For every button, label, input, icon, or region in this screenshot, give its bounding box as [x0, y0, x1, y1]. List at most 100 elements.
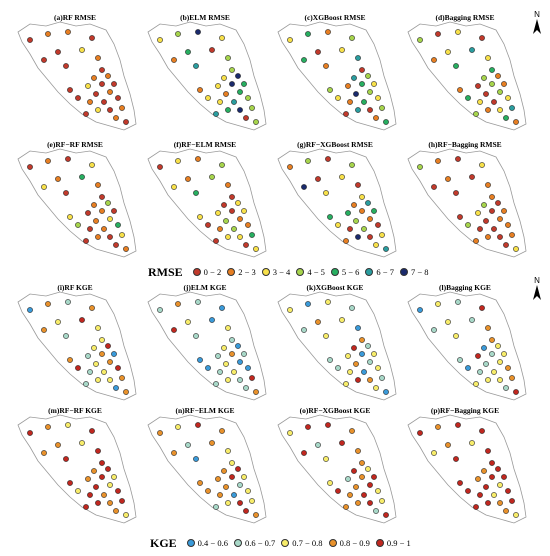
legend-swatch: [296, 268, 305, 276]
legend-label: 0 − 2: [203, 267, 222, 277]
station-marker: [119, 375, 125, 381]
station-marker: [27, 430, 33, 436]
station-marker: [101, 492, 107, 498]
station-marker: [85, 83, 91, 89]
station-marker: [215, 83, 221, 89]
map-panel-bagging-rmse: (d)Bagging RMSE: [400, 13, 530, 134]
map-svg: [17, 414, 137, 524]
station-marker: [475, 353, 481, 359]
station-marker: [115, 488, 121, 494]
region-outline: [17, 148, 137, 258]
station-marker: [89, 162, 95, 168]
station-marker: [225, 377, 231, 383]
station-marker: [355, 182, 361, 188]
station-marker: [237, 377, 243, 383]
panel-title: (p)RF−Bagging KGE: [430, 406, 500, 415]
station-marker: [343, 238, 349, 244]
station-marker: [349, 162, 355, 168]
station-marker: [225, 107, 231, 113]
station-marker: [497, 359, 503, 365]
station-marker: [95, 182, 101, 188]
station-marker: [347, 99, 353, 105]
station-marker: [89, 428, 95, 434]
region-outline: [277, 21, 397, 131]
region-outline: [147, 291, 267, 401]
station-marker: [375, 365, 381, 371]
station-marker: [229, 460, 235, 466]
station-marker: [355, 107, 361, 113]
station-marker: [353, 91, 359, 97]
rmse-legend: RMSE 0 − 2 2 − 3 3 − 4 4 − 5 5 − 6 6 − 7…: [148, 264, 435, 280]
panel-title: (h)RF−Bagging RMSE: [428, 140, 502, 149]
station-marker: [63, 190, 69, 196]
station-marker: [213, 504, 219, 510]
station-marker: [505, 365, 511, 371]
station-marker: [115, 365, 121, 371]
station-marker: [229, 337, 235, 343]
station-marker: [195, 29, 201, 35]
station-marker: [445, 319, 451, 325]
station-marker: [243, 385, 249, 391]
station-marker: [45, 424, 51, 430]
station-marker: [237, 482, 243, 488]
station-marker: [197, 357, 203, 363]
station-marker: [101, 99, 107, 105]
legend-item: 3 − 4: [261, 267, 290, 277]
station-marker: [111, 81, 117, 87]
legend-label: 0.7 − 0.8: [292, 538, 323, 548]
station-marker: [301, 327, 307, 333]
station-marker: [83, 504, 89, 510]
station-marker: [453, 190, 459, 196]
station-marker: [345, 353, 351, 359]
station-marker: [223, 218, 229, 224]
region-outline: [407, 21, 527, 131]
station-marker: [373, 115, 379, 121]
station-marker: [473, 111, 479, 117]
station-marker: [213, 381, 219, 387]
station-marker: [243, 508, 249, 514]
station-marker: [489, 208, 495, 214]
legend-label: 0.6 − 0.7: [244, 538, 276, 548]
station-marker: [497, 234, 503, 240]
station-marker: [323, 333, 329, 339]
station-marker: [351, 75, 357, 81]
station-marker: [241, 208, 247, 214]
north-label: N: [534, 276, 540, 285]
station-marker: [107, 482, 113, 488]
station-marker: [219, 428, 225, 434]
map-panel-xgboost-kge: (k)XGBoost KGE: [270, 283, 400, 404]
legend-item: 0.4 − 0.6: [186, 538, 228, 548]
legend-item: 6 − 7: [365, 267, 394, 277]
station-marker: [355, 55, 361, 61]
station-marker: [45, 301, 51, 307]
station-marker: [105, 73, 111, 79]
legend-swatch: [281, 539, 290, 547]
station-marker: [495, 343, 501, 349]
station-marker: [193, 456, 199, 462]
region-outline: [407, 148, 527, 258]
station-marker: [375, 488, 381, 494]
station-marker: [485, 377, 491, 383]
map-svg: [147, 414, 267, 524]
station-marker: [465, 365, 471, 371]
station-marker: [115, 222, 121, 228]
station-marker: [205, 95, 211, 101]
station-marker: [481, 468, 487, 474]
legend-label: 4 − 5: [307, 267, 325, 277]
station-marker: [497, 500, 503, 506]
station-marker: [253, 246, 259, 252]
legend-swatch: [192, 268, 201, 276]
station-marker: [495, 200, 501, 206]
station-marker: [479, 305, 485, 311]
station-marker: [41, 184, 47, 190]
station-marker: [237, 359, 243, 365]
station-marker: [435, 301, 441, 307]
station-marker: [327, 480, 333, 486]
map-panel-rf-elm-rmse: (f)RF−ELM RMSE: [140, 140, 270, 261]
station-marker: [367, 89, 373, 95]
panel-title: (i)RF KGE: [57, 283, 93, 292]
station-marker: [245, 222, 251, 228]
panel-title: (b)ELM RMSE: [180, 13, 230, 22]
station-marker: [485, 234, 491, 240]
map-svg: [407, 21, 527, 131]
